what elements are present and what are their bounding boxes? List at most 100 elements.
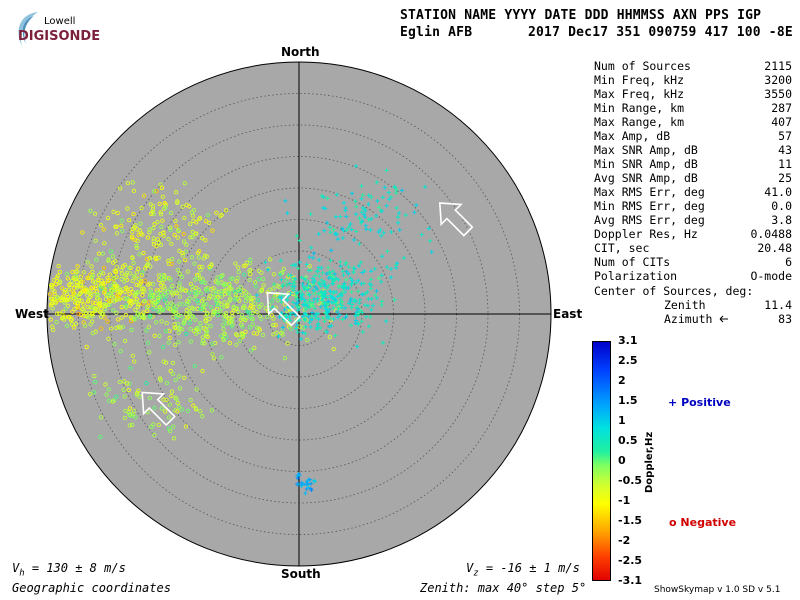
negative-source-point [200,368,205,374]
negative-source-point [102,304,107,309]
negative-source-point [126,410,131,415]
negative-source-point [94,286,99,291]
negative-source-point [166,340,171,345]
positive-source-point [349,289,354,294]
positive-source-point [340,299,345,304]
positive-source-point [311,251,316,256]
negative-source-point [153,304,158,310]
positive-source-point [348,276,353,281]
positive-source-point [337,293,342,298]
negative-source-point [176,404,182,410]
negative-source-point [53,301,58,306]
zenith-info: Zenith: max 40° step 5° [420,581,587,595]
positive-source-point [294,233,299,238]
negative-source-point [155,219,160,225]
negative-source-point [271,332,276,337]
positive-source-point [316,291,321,296]
negative-source-point [102,241,107,246]
positive-source-point [350,278,355,283]
negative-source-point [92,211,98,216]
positive-source-point [308,481,313,486]
positive-source-point [278,258,283,263]
negative-source-point [260,332,266,338]
positive-source-point [400,188,405,193]
negative-source-point [98,434,103,440]
positive-source-point [281,325,286,330]
negative-source-point [205,285,210,291]
stat-value: 3550 [764,87,792,101]
positive-source-point [346,224,351,229]
positive-source-point [331,274,336,279]
negative-source-point [85,260,90,265]
positive-source-point [333,231,338,236]
stat-value: 0.0 [771,199,792,213]
negative-source-point [86,315,91,320]
negative-source-point [173,218,178,224]
negative-source-point [117,296,122,302]
negative-source-point [106,257,111,262]
positive-source-point [288,311,293,316]
positive-source-point [368,227,373,232]
positive-source-point [303,311,308,316]
positive-source-point [306,314,311,319]
negative-source-point [245,309,250,314]
negative-source-point [161,344,166,350]
negative-source-point [90,300,96,305]
negative-source-point [239,322,244,327]
negative-source-point [130,255,135,260]
negative-source-point [128,366,133,371]
negative-source-point [175,409,180,414]
positive-source-point [364,227,369,232]
positive-source-point [356,278,361,283]
negative-source-point [159,294,164,299]
negative-source-point [254,325,260,330]
negative-source-point [94,292,99,297]
negative-source-point [99,286,104,291]
negative-source-point [181,231,186,237]
negative-source-point [184,242,189,247]
negative-source-point [169,241,174,246]
positive-source-point [343,305,348,310]
negative-source-point [165,301,170,306]
negative-source-point [248,348,254,353]
negative-source-point [226,286,232,291]
negative-source-point [63,306,68,311]
positive-source-point [293,276,298,281]
negative-source-point [247,325,253,330]
negative-source-point [210,341,215,347]
positive-source-point [282,307,287,312]
negative-source-point [189,314,195,319]
positive-source-point [353,313,358,318]
negative-source-point [175,235,180,240]
negative-source-point [191,207,197,213]
negative-source-point [134,297,140,302]
negative-source-point [96,277,101,282]
positive-source-point [333,333,338,338]
negative-source-point [92,390,97,395]
positive-source-point [365,303,370,308]
negative-source-point [132,237,138,243]
stat-label: Max Freq, kHz [594,87,685,101]
negative-source-point [107,272,112,277]
positive-source-point [372,266,377,271]
negative-source-point [228,286,233,291]
negative-source-point [187,296,192,301]
positive-source-point [428,238,433,243]
negative-source-point [111,287,116,292]
negative-source-point [141,310,146,315]
negative-source-point [210,312,216,317]
negative-source-point [69,322,75,327]
positive-source-point [276,334,281,339]
positive-source-point [342,200,347,205]
negative-source-point [107,298,112,304]
negative-source-point [193,331,199,336]
positive-source-point [356,311,361,316]
vh-readout: Vh = 130 ± 8 m/s [12,561,126,579]
negative-source-point [90,269,95,274]
negative-source-point [133,307,138,312]
negative-source-point [99,326,104,331]
positive-source-point [429,249,434,254]
negative-source-point [242,272,247,277]
negative-source-point [185,408,190,413]
positive-source-point [360,270,365,275]
